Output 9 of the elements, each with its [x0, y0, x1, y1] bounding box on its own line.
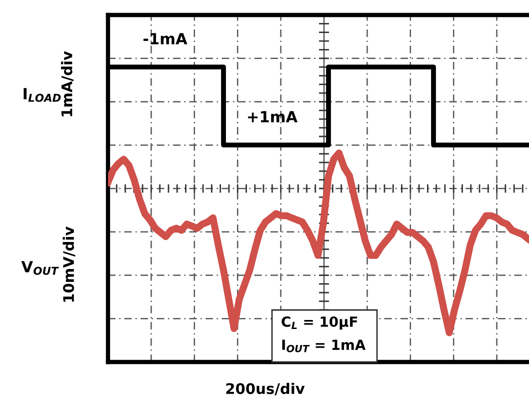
- text: -1mA: [143, 33, 188, 44]
- annotation: +1mA: [248, 111, 298, 122]
- y-axis-title: 1mA/div: [61, 51, 74, 116]
- y-axis-title: 10mV/div: [62, 226, 76, 302]
- annotation: I$_{OUT}$ = 1mA: [282, 340, 366, 352]
- x-axis-title: 200us/div: [226, 382, 305, 396]
- annotation: C$_{L}$ = 10µF: [282, 316, 358, 330]
- text: V$_{OUT}$: [21, 261, 59, 275]
- text: I$_{LOAD}$: [24, 88, 61, 102]
